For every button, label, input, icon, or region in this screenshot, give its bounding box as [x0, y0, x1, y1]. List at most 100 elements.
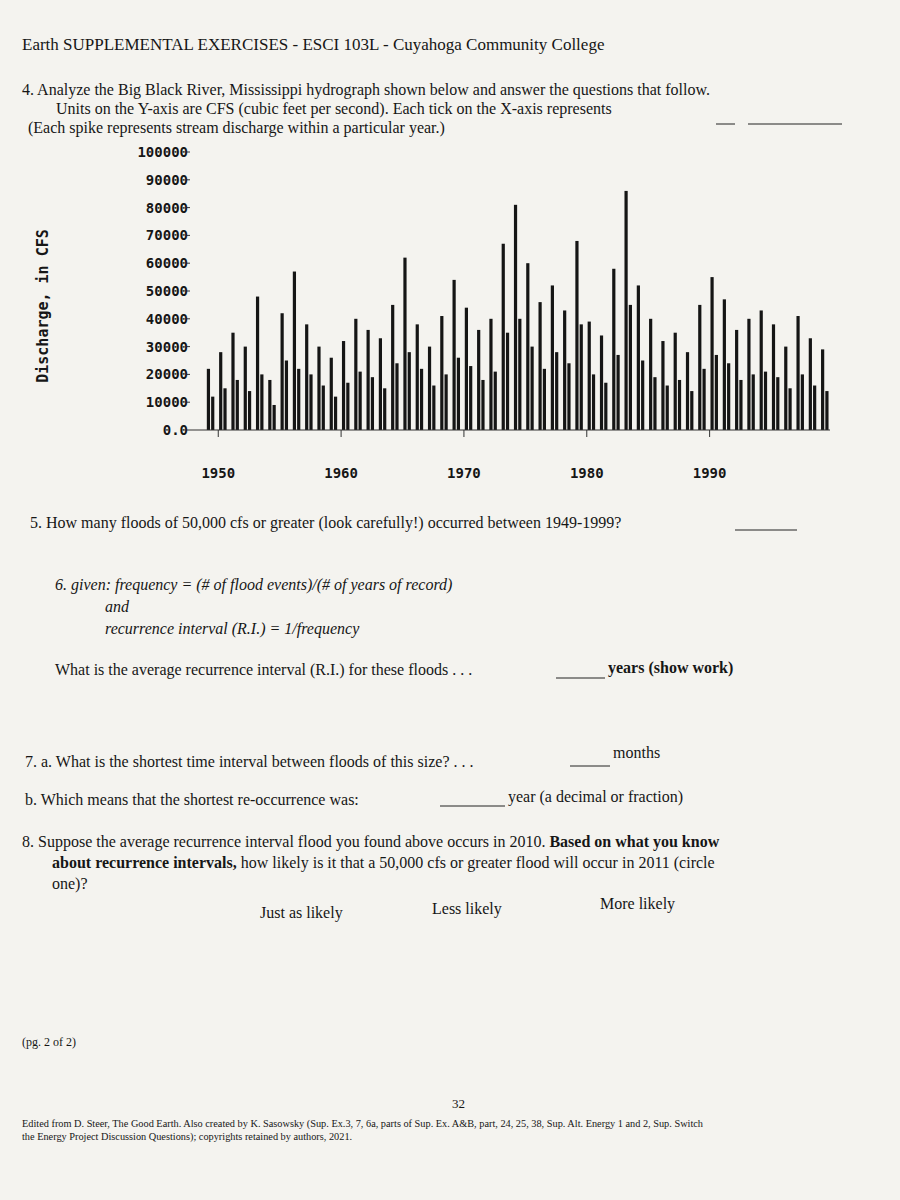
discharge-bar	[457, 358, 460, 430]
discharge-bar	[809, 338, 812, 430]
page-number: 32	[452, 1096, 465, 1111]
discharge-bar	[231, 333, 234, 430]
text: how likely is it that a 50,000 cfs or gr…	[237, 854, 715, 872]
discharge-bar	[273, 405, 276, 430]
discharge-bar	[518, 319, 521, 430]
discharge-bar	[624, 191, 627, 430]
discharge-bar	[359, 372, 362, 430]
discharge-bar	[383, 388, 386, 430]
y-tick-label: 70000	[146, 227, 188, 243]
discharge-bar	[715, 355, 718, 430]
y-tick-label: 80000	[146, 200, 188, 216]
discharge-bar	[502, 244, 505, 430]
discharge-bar	[825, 391, 828, 430]
discharge-bar	[367, 330, 370, 430]
discharge-bar	[244, 347, 247, 430]
bars	[207, 191, 829, 430]
discharge-bar	[309, 374, 312, 430]
unit: year (a decimal or fraction)	[508, 788, 683, 806]
discharge-bar	[772, 324, 775, 430]
discharge-bar	[354, 319, 357, 430]
discharge-bar	[506, 333, 509, 430]
x-tick-label: 1960	[324, 465, 358, 481]
discharge-bar	[637, 285, 640, 430]
question: Units on the Y-axis are CFS (cubic feet …	[56, 100, 612, 118]
discharge-bar	[371, 377, 374, 430]
discharge-bar	[297, 369, 300, 430]
discharge-bar	[531, 347, 534, 430]
discharge-bar	[285, 361, 288, 431]
discharge-bar	[538, 302, 541, 430]
discharge-bar	[702, 369, 705, 430]
discharge-bar	[346, 383, 349, 430]
question: one)?	[52, 875, 88, 893]
discharge-bar	[796, 316, 799, 430]
discharge-bar	[432, 386, 435, 430]
discharge-bar	[563, 310, 566, 430]
discharge-bar	[260, 374, 263, 430]
discharge-bar	[453, 280, 456, 430]
discharge-bar	[727, 363, 730, 430]
question: 6. given: frequency = (# of flood events…	[55, 576, 452, 594]
x-tick-label: 1970	[447, 465, 481, 481]
discharge-bar	[801, 374, 804, 430]
discharge-bar	[481, 380, 484, 430]
y-tick-label: 30000	[146, 339, 188, 355]
discharge-bar	[735, 330, 738, 430]
question: recurrence interval (R.I.) = 1/frequency	[105, 620, 360, 638]
discharge-bar	[469, 366, 472, 430]
y-tick-label: 100000	[137, 144, 188, 160]
question: 7. a. What is the shortest time interval…	[25, 753, 473, 770]
discharge-bar	[690, 391, 693, 430]
discharge-bar	[322, 386, 325, 430]
page-label: (pg. 2 of 2)	[22, 1035, 76, 1049]
question: 8. Suppose the average recurrence interv…	[22, 833, 720, 851]
question: What is the average recurrence interval …	[55, 661, 472, 679]
discharge-bar	[445, 374, 448, 430]
discharge-bar	[219, 352, 222, 430]
x-tick	[341, 430, 342, 437]
y-tick-label: 60000	[146, 255, 188, 271]
answer-blank	[570, 766, 610, 767]
discharge-bar	[391, 305, 394, 430]
discharge-bar	[604, 383, 607, 430]
discharge-bar	[580, 324, 583, 430]
question: 4. Analyze the Big Black River, Mississi…	[22, 81, 710, 99]
discharge-bar	[764, 372, 767, 430]
discharge-bar	[281, 313, 284, 430]
answer-blank	[556, 678, 605, 679]
discharge-bar	[629, 305, 632, 430]
discharge-bar	[305, 324, 308, 430]
discharge-bar	[526, 263, 529, 430]
discharge-bar	[465, 308, 468, 430]
discharge-bar	[248, 391, 251, 430]
discharge-bar	[408, 352, 411, 430]
answer-blank	[748, 124, 842, 125]
discharge-bar	[555, 352, 558, 430]
emphasis: Based on what you know	[549, 833, 719, 851]
discharge-bar	[600, 335, 603, 430]
discharge-bar	[776, 377, 779, 430]
discharge-bar	[342, 341, 345, 430]
credits: the Energy Project Discussion Questions)…	[22, 1131, 352, 1143]
x-tick-label: 1980	[570, 465, 604, 481]
question: about recurrence intervals, how likely i…	[52, 854, 715, 872]
discharge-bar	[207, 369, 210, 430]
discharge-bar	[612, 269, 615, 430]
discharge-bar	[653, 377, 656, 430]
answer-blank	[440, 806, 505, 807]
discharge-bar	[821, 349, 824, 430]
discharge-bar	[211, 397, 214, 430]
option: Less likely	[432, 900, 502, 918]
unit: months	[613, 744, 660, 761]
discharge-bar	[747, 319, 750, 430]
discharge-bar	[395, 363, 398, 430]
y-tick-label: 50000	[146, 283, 188, 299]
discharge-bar	[256, 297, 259, 430]
discharge-bar	[317, 347, 320, 430]
discharge-bar	[334, 397, 337, 430]
page: Earth SUPPLEMENTAL EXERCISES - ESCI 103L…	[0, 0, 900, 1200]
discharge-bar	[440, 316, 443, 430]
discharge-bar	[477, 330, 480, 430]
answer-blank	[716, 124, 735, 125]
